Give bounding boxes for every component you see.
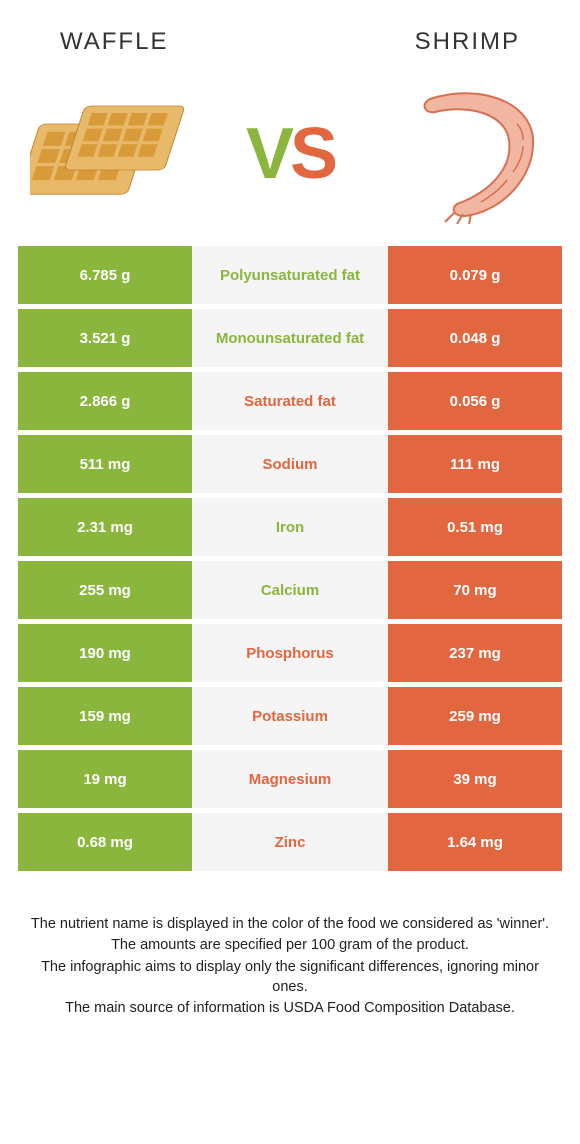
nutrient-label: Polyunsaturated fat [192,246,388,304]
footnote-line: The infographic aims to display only the… [22,957,558,998]
right-value: 70 mg [388,561,562,619]
vs-s: S [290,114,334,194]
left-value: 6.785 g [18,246,192,304]
left-value: 0.68 mg [18,813,192,871]
nutrient-label: Phosphorus [192,624,388,682]
table-row: 255 mgCalcium70 mg [18,561,562,619]
table-row: 2.31 mgIron0.51 mg [18,498,562,556]
right-value: 0.056 g [388,372,562,430]
footnote-line: The amounts are specified per 100 gram o… [22,935,558,955]
header: Waffle Shrimp [0,0,580,66]
comparison-table: 6.785 gPolyunsaturated fat0.079 g3.521 g… [0,246,580,871]
right-value: 0.048 g [388,309,562,367]
table-row: 190 mgPhosphorus237 mg [18,624,562,682]
left-value: 511 mg [18,435,192,493]
left-value: 3.521 g [18,309,192,367]
right-value: 1.64 mg [388,813,562,871]
vs-v: V [246,114,290,194]
table-row: 6.785 gPolyunsaturated fat0.079 g [18,246,562,304]
nutrient-label: Saturated fat [192,372,388,430]
title-right: Shrimp [415,28,520,56]
nutrient-label: Potassium [192,687,388,745]
left-value: 190 mg [18,624,192,682]
nutrient-label: Sodium [192,435,388,493]
footnote-line: The main source of information is USDA F… [22,998,558,1018]
left-value: 2.866 g [18,372,192,430]
left-value: 2.31 mg [18,498,192,556]
table-row: 2.866 gSaturated fat0.056 g [18,372,562,430]
left-value: 159 mg [18,687,192,745]
table-row: 0.68 mgZinc1.64 mg [18,813,562,871]
shrimp-image [385,84,555,224]
table-row: 159 mgPotassium259 mg [18,687,562,745]
left-value: 19 mg [18,750,192,808]
right-value: 0.51 mg [388,498,562,556]
table-row: 19 mgMagnesium39 mg [18,750,562,808]
right-value: 0.079 g [388,246,562,304]
left-value: 255 mg [18,561,192,619]
right-value: 259 mg [388,687,562,745]
footnote-line: The nutrient name is displayed in the co… [22,914,558,934]
nutrient-label: Calcium [192,561,388,619]
nutrient-label: Iron [192,498,388,556]
nutrient-label: Monounsaturated fat [192,309,388,367]
title-left: Waffle [60,28,168,56]
nutrient-label: Zinc [192,813,388,871]
right-value: 237 mg [388,624,562,682]
table-row: 511 mgSodium111 mg [18,435,562,493]
right-value: 39 mg [388,750,562,808]
waffle-image [25,84,195,224]
footnotes: The nutrient name is displayed in the co… [0,876,580,1018]
right-value: 111 mg [388,435,562,493]
nutrient-label: Magnesium [192,750,388,808]
vs-label: VS [246,113,334,195]
hero-row: VS [0,66,580,246]
table-row: 3.521 gMonounsaturated fat0.048 g [18,309,562,367]
